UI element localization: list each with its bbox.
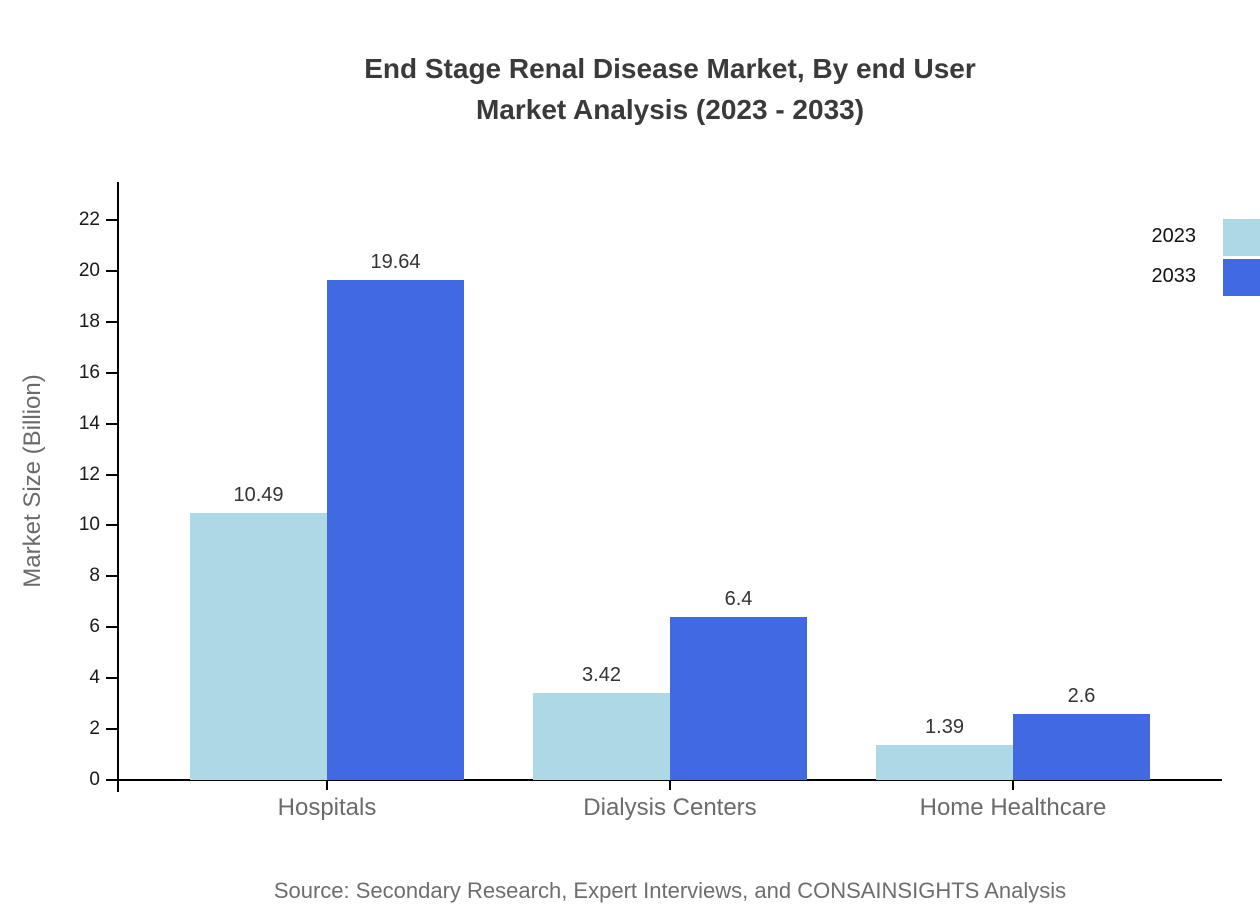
- bar-2033-home-healthcare: [1013, 714, 1150, 780]
- bar-value-label-2033-home-healthcare: 2.6: [1067, 685, 1096, 707]
- y-tick-label: 6: [89, 616, 100, 638]
- bar-value-label-2023-home-healthcare: 1.39: [925, 716, 964, 738]
- y-tick-label: 10: [78, 514, 100, 536]
- y-tick-label: 14: [78, 412, 100, 434]
- y-tick-label: 2: [89, 718, 100, 740]
- y-tick-label: 16: [78, 361, 100, 383]
- chart-title-line2: Market Analysis (2023 - 2033): [475, 94, 865, 125]
- legend-swatch-2023: [1223, 219, 1260, 256]
- y-tick-mark: [106, 320, 118, 323]
- y-tick-mark: [106, 626, 118, 629]
- bar-value-label-2023-dialysis-centers: 3.42: [582, 664, 621, 686]
- bar-2023-home-healthcare: [876, 745, 1013, 780]
- chart-title: End Stage Renal Disease Market, By end U…: [80, 48, 1260, 130]
- y-tick-mark: [106, 524, 118, 527]
- legend-label-2033: 2033: [1151, 265, 1197, 287]
- x-axis-line: [117, 779, 1222, 781]
- x-tick-mark: [669, 781, 671, 790]
- legend-label-2023: 2023: [1151, 225, 1197, 247]
- y-tick-mark: [106, 473, 118, 476]
- chart-title-line1: End Stage Renal Disease Market, By end U…: [364, 53, 976, 84]
- y-tick-label: 8: [89, 565, 100, 587]
- y-tick-mark: [106, 575, 118, 578]
- x-tick-mark: [1012, 781, 1014, 790]
- bar-value-label-2023-hospitals: 10.49: [233, 484, 284, 506]
- y-tick-label: 18: [78, 310, 100, 332]
- x-category-label-hospitals: Hospitals: [277, 794, 377, 821]
- bar-value-label-2033-dialysis-centers: 6.4: [724, 588, 753, 610]
- x-category-label-dialysis-centers: Dialysis Centers: [583, 794, 757, 821]
- bar-2023-dialysis-centers: [533, 693, 670, 780]
- y-tick-mark: [106, 219, 118, 221]
- x-category-label-home-healthcare: Home Healthcare: [919, 794, 1107, 821]
- y-tick-label: 20: [78, 259, 100, 281]
- y-tick-label: 4: [89, 667, 100, 689]
- y-tick-mark: [106, 269, 118, 272]
- x-tick-mark: [326, 781, 328, 790]
- y-tick-label: 12: [78, 463, 100, 485]
- bar-2023-hospitals: [190, 513, 327, 780]
- y-tick-label: 22: [78, 209, 100, 230]
- y-tick-mark: [106, 422, 118, 425]
- bar-2033-hospitals: [327, 280, 464, 780]
- y-tick-label: 0: [89, 769, 100, 790]
- y-axis-line: [117, 182, 119, 792]
- y-tick-mark: [106, 677, 118, 680]
- y-tick-mark: [106, 779, 118, 781]
- source-note: Source: Secondary Research, Expert Inter…: [273, 878, 1067, 903]
- bar-value-label-2033-hospitals: 19.64: [370, 251, 421, 273]
- y-tick-mark: [106, 728, 118, 731]
- bar-2033-dialysis-centers: [670, 617, 807, 780]
- legend-swatch-2033: [1223, 259, 1260, 296]
- y-tick-mark: [106, 371, 118, 374]
